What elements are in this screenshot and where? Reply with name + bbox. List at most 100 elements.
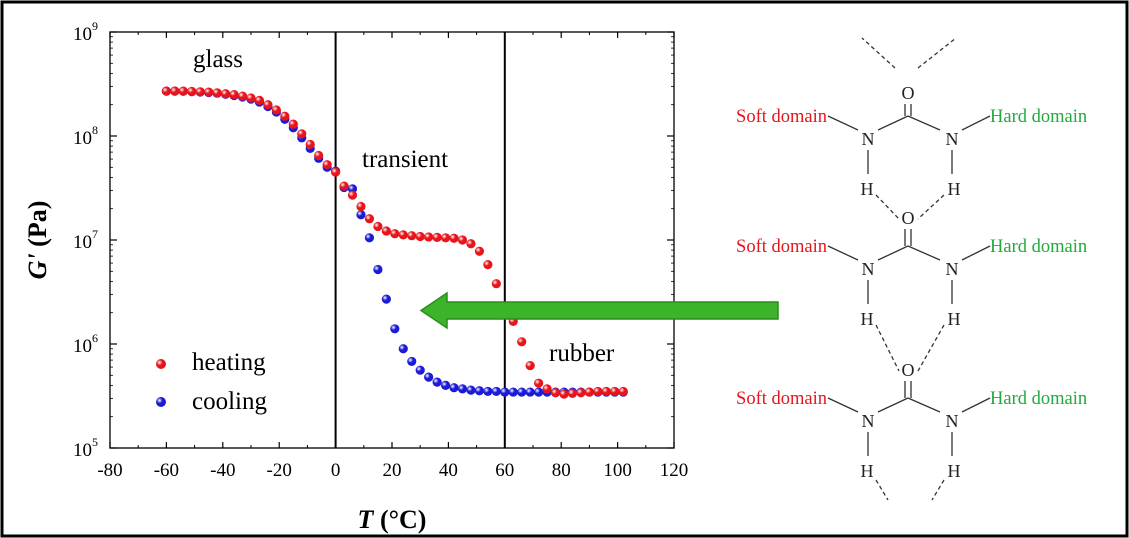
point-heating — [221, 89, 231, 99]
nitrogen-atom: N — [862, 411, 875, 431]
x-tick-label: 80 — [552, 460, 571, 481]
arrow — [419, 291, 779, 330]
point-heating — [229, 90, 239, 100]
point-heating — [610, 386, 620, 397]
point-heating — [542, 384, 552, 394]
point-heating — [178, 86, 188, 96]
x-tick-label: -40 — [210, 460, 235, 481]
hydrogen-atom: H — [861, 309, 874, 329]
oxygen-atom: O — [902, 360, 915, 380]
hydrogen-bond — [917, 37, 957, 69]
point-heating — [297, 129, 307, 139]
y-tick-label: 106 — [73, 331, 98, 357]
nitrogen-atom: N — [946, 129, 959, 149]
arrow-shape — [419, 291, 779, 330]
point-heating — [356, 201, 366, 212]
x-axis-variable: T — [358, 505, 375, 534]
soft-domain-label: Soft domain — [736, 237, 827, 257]
hydrogen-bond — [875, 194, 900, 220]
x-tick-label: 60 — [495, 460, 514, 481]
point-cooling — [449, 383, 459, 393]
point-heating — [390, 229, 400, 239]
point-heating — [424, 232, 434, 242]
soft-domain-label: Soft domain — [736, 389, 827, 409]
point-cooling — [398, 344, 408, 354]
annotation-rubber: rubber — [549, 340, 615, 367]
soft-domain-label: Soft domain — [736, 107, 827, 127]
point-heating — [195, 87, 205, 97]
point-heating — [618, 386, 628, 397]
point-cooling — [440, 380, 451, 390]
point-heating — [364, 214, 375, 224]
hydrogen-bond — [875, 324, 900, 372]
y-tick-label: 107 — [73, 227, 98, 253]
x-tick-label: -60 — [154, 460, 179, 481]
bond — [907, 115, 941, 131]
point-cooling — [517, 387, 527, 397]
legend: heating cooling — [156, 349, 267, 415]
point-heating — [187, 86, 197, 97]
phase-boundaries — [334, 32, 506, 448]
point-heating — [415, 231, 425, 242]
point-heating — [347, 190, 358, 200]
point-heating — [254, 95, 265, 105]
chart: -80 -60 -40 -20 0 20 40 60 80 100 120 105 106 107 108… — [23, 19, 688, 534]
bond — [877, 115, 909, 131]
point-cooling — [390, 324, 400, 334]
hydrogen-atom: H — [948, 179, 961, 199]
point-cooling — [432, 377, 442, 387]
hydrogen-atom: H — [861, 179, 874, 199]
point-cooling — [364, 233, 375, 243]
hard-domain-label: Hard domain — [990, 389, 1087, 409]
hydrogen-atom: H — [948, 461, 961, 481]
hydrogen-bond — [917, 194, 945, 220]
legend-cooling-label: cooling — [192, 388, 267, 415]
point-heating — [263, 100, 273, 110]
hard-domain-label: Hard domain — [990, 107, 1087, 127]
point-cooling — [500, 387, 510, 397]
bond — [877, 397, 909, 413]
point-cooling — [424, 372, 434, 382]
point-heating — [212, 88, 222, 98]
point-cooling — [466, 385, 476, 395]
point-heating — [440, 233, 451, 243]
point-cooling — [415, 365, 425, 375]
bond — [961, 245, 991, 261]
y-tick-label: 105 — [73, 435, 98, 461]
hydrogen-bond — [861, 37, 896, 69]
x-tick-label: 20 — [383, 460, 402, 481]
y-axis-variable: G' — [23, 253, 52, 279]
point-heating — [271, 105, 281, 115]
hydrogen-bond — [917, 324, 945, 372]
point-heating — [466, 239, 476, 249]
point-cooling — [356, 210, 366, 220]
x-axis-title: T (°C) — [358, 505, 427, 534]
point-heating — [331, 167, 341, 177]
point-heating — [517, 337, 527, 347]
legend-cooling-marker — [156, 397, 166, 407]
point-cooling — [483, 386, 493, 397]
point-heating — [237, 91, 248, 101]
point-heating — [567, 388, 578, 398]
point-heating — [204, 87, 214, 97]
point-cooling — [474, 386, 485, 396]
point-heating — [457, 235, 468, 245]
bond — [961, 115, 991, 131]
point-heating — [534, 378, 544, 388]
point-cooling — [381, 294, 391, 304]
point-cooling — [525, 387, 535, 397]
point-cooling — [407, 356, 417, 367]
nitrogen-atom: N — [862, 259, 875, 279]
x-tick-label: 40 — [439, 460, 458, 481]
x-tick-label: 0 — [331, 460, 341, 481]
point-heating — [525, 360, 535, 371]
bond — [827, 397, 859, 413]
point-cooling — [373, 264, 383, 275]
point-heating — [576, 388, 586, 398]
point-heating — [584, 387, 595, 397]
y-axis-title: G' (Pa) — [23, 201, 52, 280]
legend-heating-marker — [156, 359, 166, 369]
point-heating — [373, 221, 383, 232]
x-tick-label: 120 — [660, 460, 689, 481]
